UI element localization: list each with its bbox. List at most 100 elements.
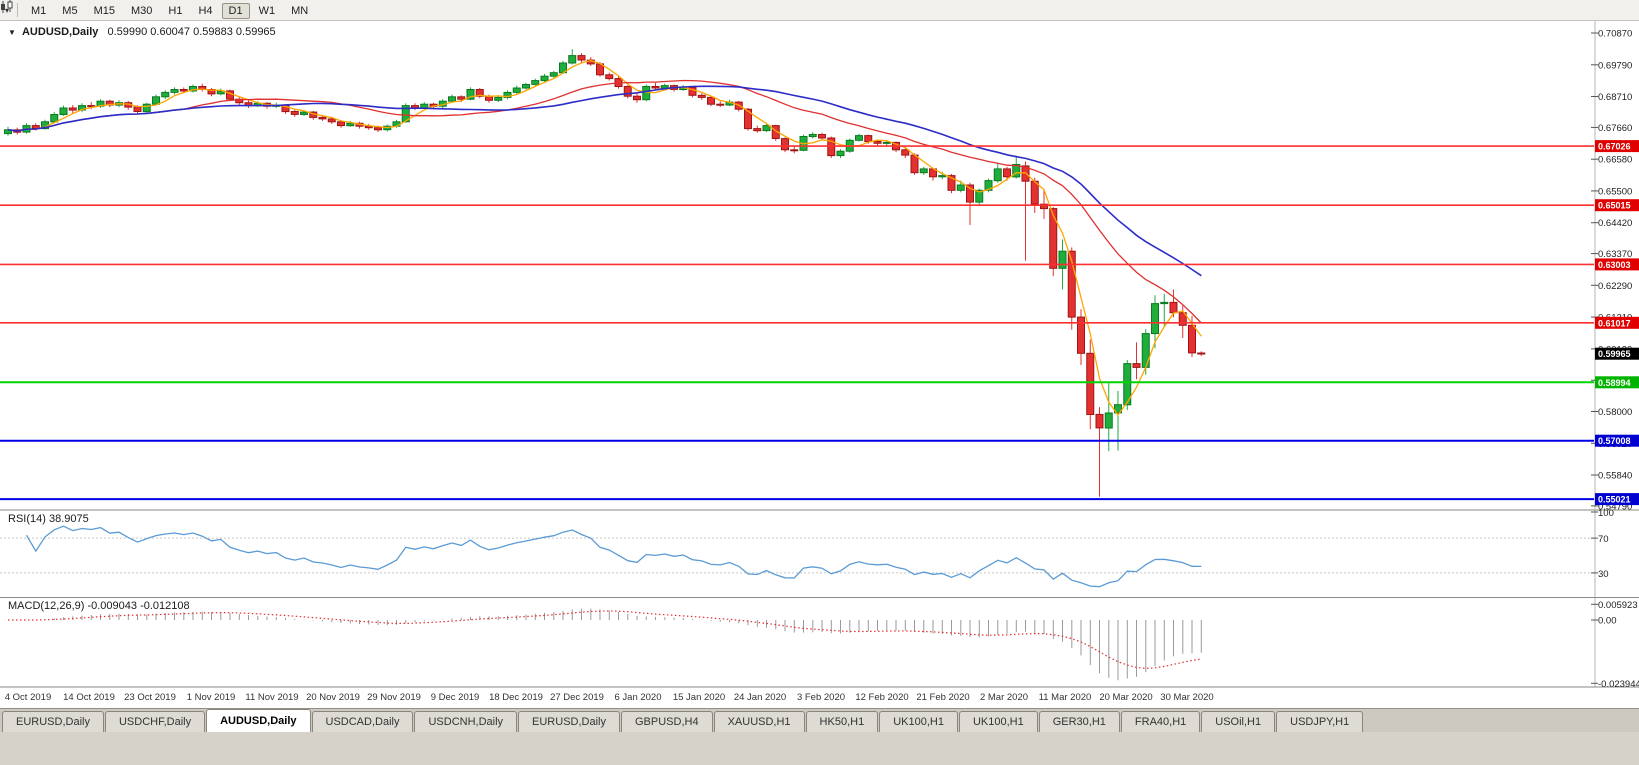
- timeframe-button-m5[interactable]: M5: [55, 3, 84, 19]
- candle-body: [1095, 413, 1104, 429]
- chart-tab-audusd-daily[interactable]: AUDUSD,Daily: [206, 709, 311, 732]
- rsi-panel: 100 70 30: [0, 508, 1614, 588]
- chart-tab-eurusd-daily[interactable]: EURUSD,Daily: [2, 711, 104, 732]
- candle-body: [984, 180, 993, 191]
- candle-body: [1151, 303, 1159, 335]
- candle-body: [771, 125, 780, 139]
- dropdown-caret-icon[interactable]: ▾: [5, 5, 10, 15]
- candle-body: [633, 95, 641, 101]
- candle-body: [947, 175, 956, 191]
- timeframe-button-m15[interactable]: M15: [87, 3, 122, 19]
- chart-tab-usdchf-daily[interactable]: USDCHF,Daily: [104, 711, 206, 732]
- candle-body: [59, 107, 68, 115]
- candle-body: [318, 116, 327, 120]
- candle-body: [697, 94, 706, 98]
- chart-tab-eurusd-daily[interactable]: EURUSD,Daily: [518, 711, 620, 732]
- candle-body: [1197, 352, 1206, 355]
- candle-body: [290, 111, 299, 115]
- candle-body: [1104, 412, 1113, 429]
- candle-body: [855, 135, 863, 141]
- svg-text:0.65500: 0.65500: [1598, 186, 1632, 197]
- candle-body: [142, 103, 151, 113]
- candle-body: [919, 168, 928, 174]
- svg-text:-0.023944: -0.023944: [1598, 679, 1639, 688]
- svg-text:100: 100: [1598, 508, 1614, 519]
- chart-tab-uk100-h1[interactable]: UK100,H1: [879, 711, 958, 732]
- price-tag-box: [1595, 434, 1639, 447]
- symbol-marker-icon[interactable]: ▼: [8, 28, 16, 37]
- timeframe-button-h1[interactable]: H1: [161, 3, 189, 19]
- price-tag-box: [1595, 258, 1639, 271]
- price-axis[interactable]: 0.70870 0.69790 0.68710 0.67660 0.66580 0.655…: [1591, 29, 1632, 513]
- timeframe-button-mn[interactable]: MN: [284, 3, 315, 19]
- time-axis-label: 27 Dec 2019: [550, 692, 604, 703]
- candle-body: [216, 90, 225, 95]
- chart-canvas[interactable]: 0.70870 0.69790 0.68710 0.67660 0.66580 0.655…: [0, 0, 1639, 688]
- chart-tab-usdjpy-h1[interactable]: USDJPY,H1: [1276, 711, 1364, 732]
- candle-body: [1086, 352, 1095, 415]
- candle-body: [337, 121, 345, 127]
- time-axis-label: 1 Nov 2019: [186, 692, 236, 703]
- time-axis-label: 6 Jan 2020: [614, 692, 662, 703]
- candle-body: [623, 86, 632, 97]
- svg-text:30: 30: [1598, 569, 1609, 580]
- timeframe-button-d1[interactable]: D1: [221, 3, 250, 19]
- price-tag-box: [1595, 376, 1639, 389]
- timeframe-button-h4[interactable]: H4: [191, 3, 219, 19]
- candle-body: [549, 72, 558, 77]
- time-axis-label: 20 Mar 2020: [1099, 692, 1153, 703]
- price-tag-box: [1595, 316, 1639, 329]
- candle-body: [152, 96, 160, 105]
- chart-tab-gbpusd-h4[interactable]: GBPUSD,H4: [621, 711, 713, 732]
- svg-text:0.68710: 0.68710: [1598, 92, 1632, 103]
- candle-body: [790, 149, 799, 152]
- timeframe-button-w1[interactable]: W1: [252, 3, 283, 19]
- chart-symbol-period: AUDUSD,Daily: [21, 26, 99, 38]
- chart-tab-usdcnh-daily[interactable]: USDCNH,Daily: [414, 711, 518, 732]
- candle-body: [1067, 250, 1076, 318]
- time-axis-label: 24 Jan 2020: [733, 692, 787, 703]
- candle-body: [170, 89, 179, 93]
- candle-body: [401, 105, 410, 123]
- candle-body: [475, 89, 484, 97]
- window-bottom-strip: [0, 732, 1639, 765]
- candle-body: [956, 184, 965, 191]
- candle-body: [300, 111, 308, 115]
- price-tag-label: 0.58994: [1598, 378, 1631, 388]
- svg-text:0.69790: 0.69790: [1598, 60, 1632, 71]
- candle-body: [494, 96, 503, 101]
- macd-panel: 0.005923 0.00 -0.023944: [8, 600, 1639, 688]
- price-tag-label: 0.63003: [1598, 260, 1631, 270]
- candle-body: [975, 189, 984, 203]
- chart-tab-xauusd-h1[interactable]: XAUUSD,H1: [713, 711, 805, 732]
- chart-tab-usdcad-daily[interactable]: USDCAD,Daily: [311, 711, 414, 732]
- chart-tab-uk100-h1[interactable]: UK100,H1: [958, 711, 1038, 732]
- candle-body: [179, 89, 188, 92]
- timeframe-button-m1[interactable]: M1: [24, 3, 53, 19]
- time-axis-label: 21 Feb 2020: [916, 692, 970, 703]
- chart-tab-fra40-h1[interactable]: FRA40,H1: [1120, 711, 1201, 732]
- candle-body: [1077, 316, 1085, 354]
- chart-tab-usoil-h1[interactable]: USOil,H1: [1201, 711, 1276, 732]
- chart-tab-hk50-h1[interactable]: HK50,H1: [805, 711, 879, 732]
- candle-body: [1040, 203, 1048, 210]
- price-tag-label: 0.61017: [1598, 318, 1631, 328]
- time-axis-label: 15 Jan 2020: [672, 692, 726, 703]
- time-axis-label: 12 Feb 2020: [855, 692, 909, 703]
- candle-body: [448, 96, 456, 102]
- candle-body: [1012, 164, 1021, 178]
- time-axis[interactable]: 4 Oct 2019 14 Oct 2019 23 Oct 2019 1 Nov 20…: [0, 688, 1639, 708]
- timeframe-button-m30[interactable]: M30: [124, 3, 159, 19]
- time-axis-label: 11 Mar 2020: [1038, 692, 1092, 703]
- candle-body: [161, 91, 170, 98]
- candle-body: [781, 138, 789, 151]
- svg-text:0.63370: 0.63370: [1598, 249, 1632, 260]
- rsi-line: [25, 525, 1202, 588]
- candle-body: [1030, 180, 1039, 205]
- candle-body: [1123, 363, 1132, 406]
- ma-fast-line: [7, 59, 1202, 417]
- svg-text:0.55840: 0.55840: [1598, 471, 1632, 482]
- svg-text:0.00: 0.00: [1598, 616, 1617, 627]
- candle-body: [882, 141, 891, 144]
- chart-tab-ger30-h1[interactable]: GER30,H1: [1038, 711, 1120, 732]
